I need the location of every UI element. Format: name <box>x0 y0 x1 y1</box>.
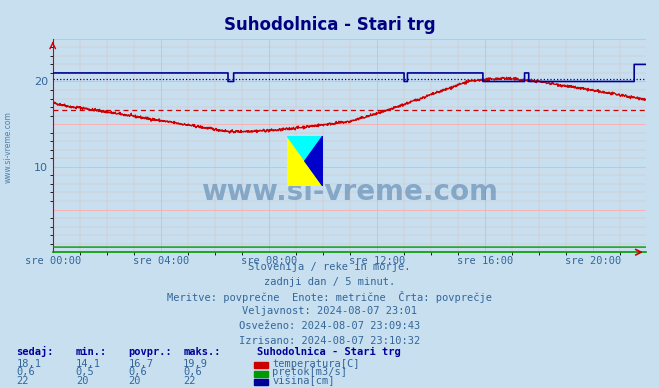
Text: zadnji dan / 5 minut.: zadnji dan / 5 minut. <box>264 277 395 287</box>
Text: 14,1: 14,1 <box>76 359 101 369</box>
Text: Suhodolnica - Stari trg: Suhodolnica - Stari trg <box>223 16 436 33</box>
Text: Veljavnost: 2024-08-07 23:01: Veljavnost: 2024-08-07 23:01 <box>242 306 417 316</box>
Polygon shape <box>304 136 323 186</box>
Text: Suhodolnica - Stari trg: Suhodolnica - Stari trg <box>257 347 401 357</box>
Text: Slovenija / reke in morje.: Slovenija / reke in morje. <box>248 262 411 272</box>
Polygon shape <box>287 136 323 186</box>
Polygon shape <box>287 136 323 186</box>
Text: 19,9: 19,9 <box>183 359 208 369</box>
Text: maks.:: maks.: <box>183 347 221 357</box>
Text: 18,1: 18,1 <box>16 359 42 369</box>
Text: povpr.:: povpr.: <box>129 347 172 357</box>
Text: min.:: min.: <box>76 347 107 357</box>
Text: pretok[m3/s]: pretok[m3/s] <box>272 367 347 377</box>
Text: 0,5: 0,5 <box>76 367 94 377</box>
Text: 20: 20 <box>76 376 88 386</box>
Text: sedaj:: sedaj: <box>16 346 54 357</box>
Text: 0,6: 0,6 <box>16 367 35 377</box>
Text: 0,6: 0,6 <box>129 367 147 377</box>
Text: www.si-vreme.com: www.si-vreme.com <box>201 178 498 206</box>
Text: Izrisano: 2024-08-07 23:10:32: Izrisano: 2024-08-07 23:10:32 <box>239 336 420 346</box>
Text: www.si-vreme.com: www.si-vreme.com <box>4 111 13 184</box>
Text: 20: 20 <box>129 376 141 386</box>
Text: višina[cm]: višina[cm] <box>272 375 335 386</box>
Text: 22: 22 <box>183 376 196 386</box>
Text: 16,7: 16,7 <box>129 359 154 369</box>
Text: 22: 22 <box>16 376 29 386</box>
Text: 0,6: 0,6 <box>183 367 202 377</box>
Text: temperatura[C]: temperatura[C] <box>272 359 360 369</box>
Text: Osveženo: 2024-08-07 23:09:43: Osveženo: 2024-08-07 23:09:43 <box>239 321 420 331</box>
Text: Meritve: povprečne  Enote: metrične  Črta: povprečje: Meritve: povprečne Enote: metrične Črta:… <box>167 291 492 303</box>
